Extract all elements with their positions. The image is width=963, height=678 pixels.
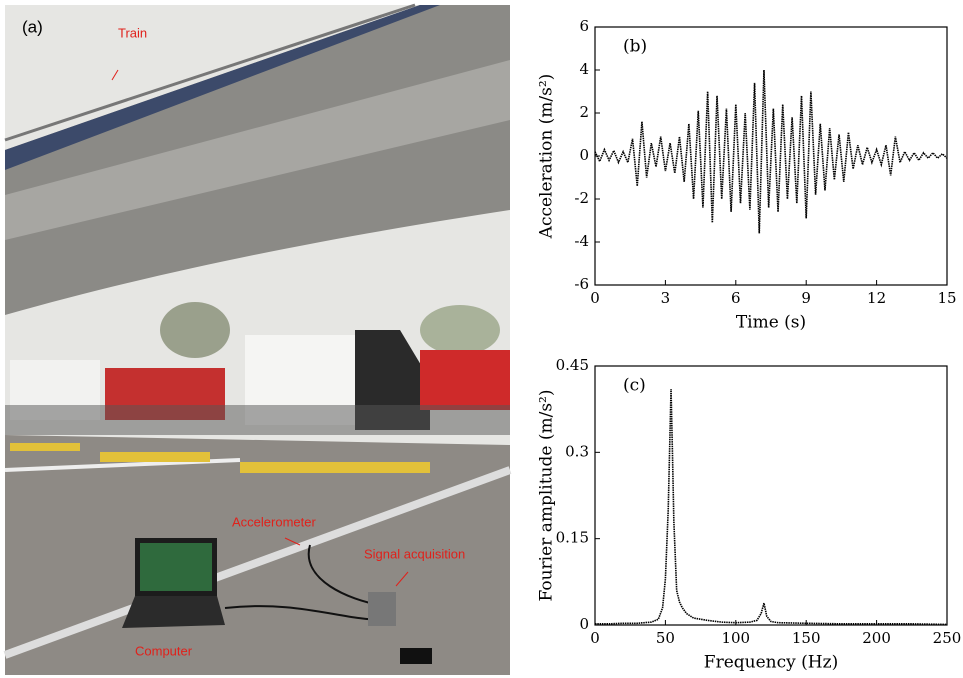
panel-label: (a) [22,17,43,36]
x-tick-label: 50 [656,629,675,647]
y-tick-label: 0 [579,615,589,633]
y-tick-label: 0.3 [565,442,589,460]
plot-frame [594,365,948,626]
x-tick-label: 250 [933,629,962,647]
y-axis-label: Acceleration (m/s²) [537,74,557,240]
photo-label: Signal acquisition [364,546,465,561]
y-tick-label: 0 [579,146,589,164]
x-tick-label: 150 [792,629,821,647]
x-tick-label: 9 [801,289,811,307]
photo-label: Train [118,25,147,40]
photo-label: Computer [135,643,193,658]
data-line [594,69,948,234]
x-tick-label: 3 [661,289,671,307]
x-tick-label: 200 [862,629,891,647]
x-axis-label: Frequency (Hz) [704,653,838,673]
y-tick-label: 0.15 [556,529,589,547]
photo: (a) Train Accelerometer Signal acquisiti… [3,3,512,675]
y-tick-label: -4 [574,232,589,250]
y-tick-label: -6 [574,275,589,293]
photo-label: Accelerometer [232,514,316,529]
panel-label: (c) [623,376,646,396]
y-tick-label: 4 [579,60,589,78]
y-axis-label: Fourier amplitude (m/s²) [537,390,557,602]
data-line [595,389,948,626]
x-tick-label: 0 [590,629,600,647]
x-tick-label: 0 [590,289,600,307]
y-tick-label: -2 [574,189,589,207]
x-tick-label: 12 [867,289,886,307]
x-axis-label: Time (s) [736,313,806,333]
y-tick-label: 0.45 [556,356,589,374]
x-tick-label: 6 [731,289,741,307]
x-tick-label: 100 [721,629,750,647]
panel-label: (b) [623,37,647,57]
y-tick-label: 6 [579,17,589,35]
y-tick-label: 2 [579,103,589,121]
x-tick-label: 15 [937,289,956,307]
